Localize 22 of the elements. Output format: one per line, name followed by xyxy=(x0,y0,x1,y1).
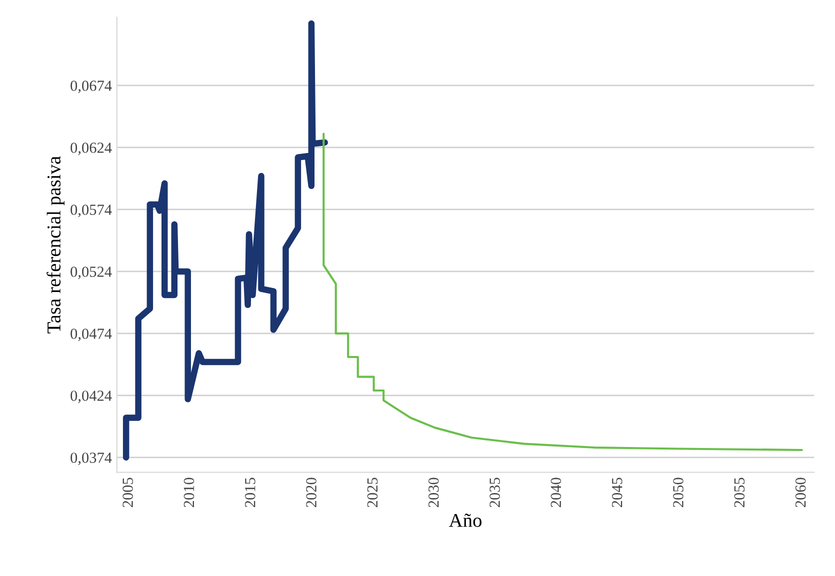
x-tick-label: 2040 xyxy=(550,478,562,508)
x-tick-label: 2030 xyxy=(428,478,439,508)
x-tick-label: 2010 xyxy=(184,478,194,508)
x-tick-label: 2050 xyxy=(673,478,684,508)
y-tick-label: 0,0524 xyxy=(70,266,112,280)
y-tick-label: 0,0374 xyxy=(70,452,112,466)
x-axis-title: Año xyxy=(448,514,482,527)
x-tick-label: 2015 xyxy=(244,478,256,508)
x-tick-label: 2055 xyxy=(734,478,745,508)
y-tick-label: 0,0474 xyxy=(70,328,112,342)
y-tick-label: 0,0674 xyxy=(70,80,112,94)
x-tick-label: 2025 xyxy=(367,478,378,508)
y-tick-label: 0,0624 xyxy=(70,142,112,156)
y-tick-label: 0,0574 xyxy=(70,204,112,218)
line-series xyxy=(322,132,803,452)
y-tick-label: 0,0424 xyxy=(70,390,112,404)
x-tick-label: 2005 xyxy=(122,478,133,508)
x-tick-label: 2020 xyxy=(306,478,316,508)
x-tick-label: 2060 xyxy=(795,478,806,508)
x-tick-label: 2035 xyxy=(490,478,500,508)
x-tick-label: 2045 xyxy=(612,478,622,508)
y-axis-title: Tasa referencial pasiva xyxy=(46,156,64,334)
